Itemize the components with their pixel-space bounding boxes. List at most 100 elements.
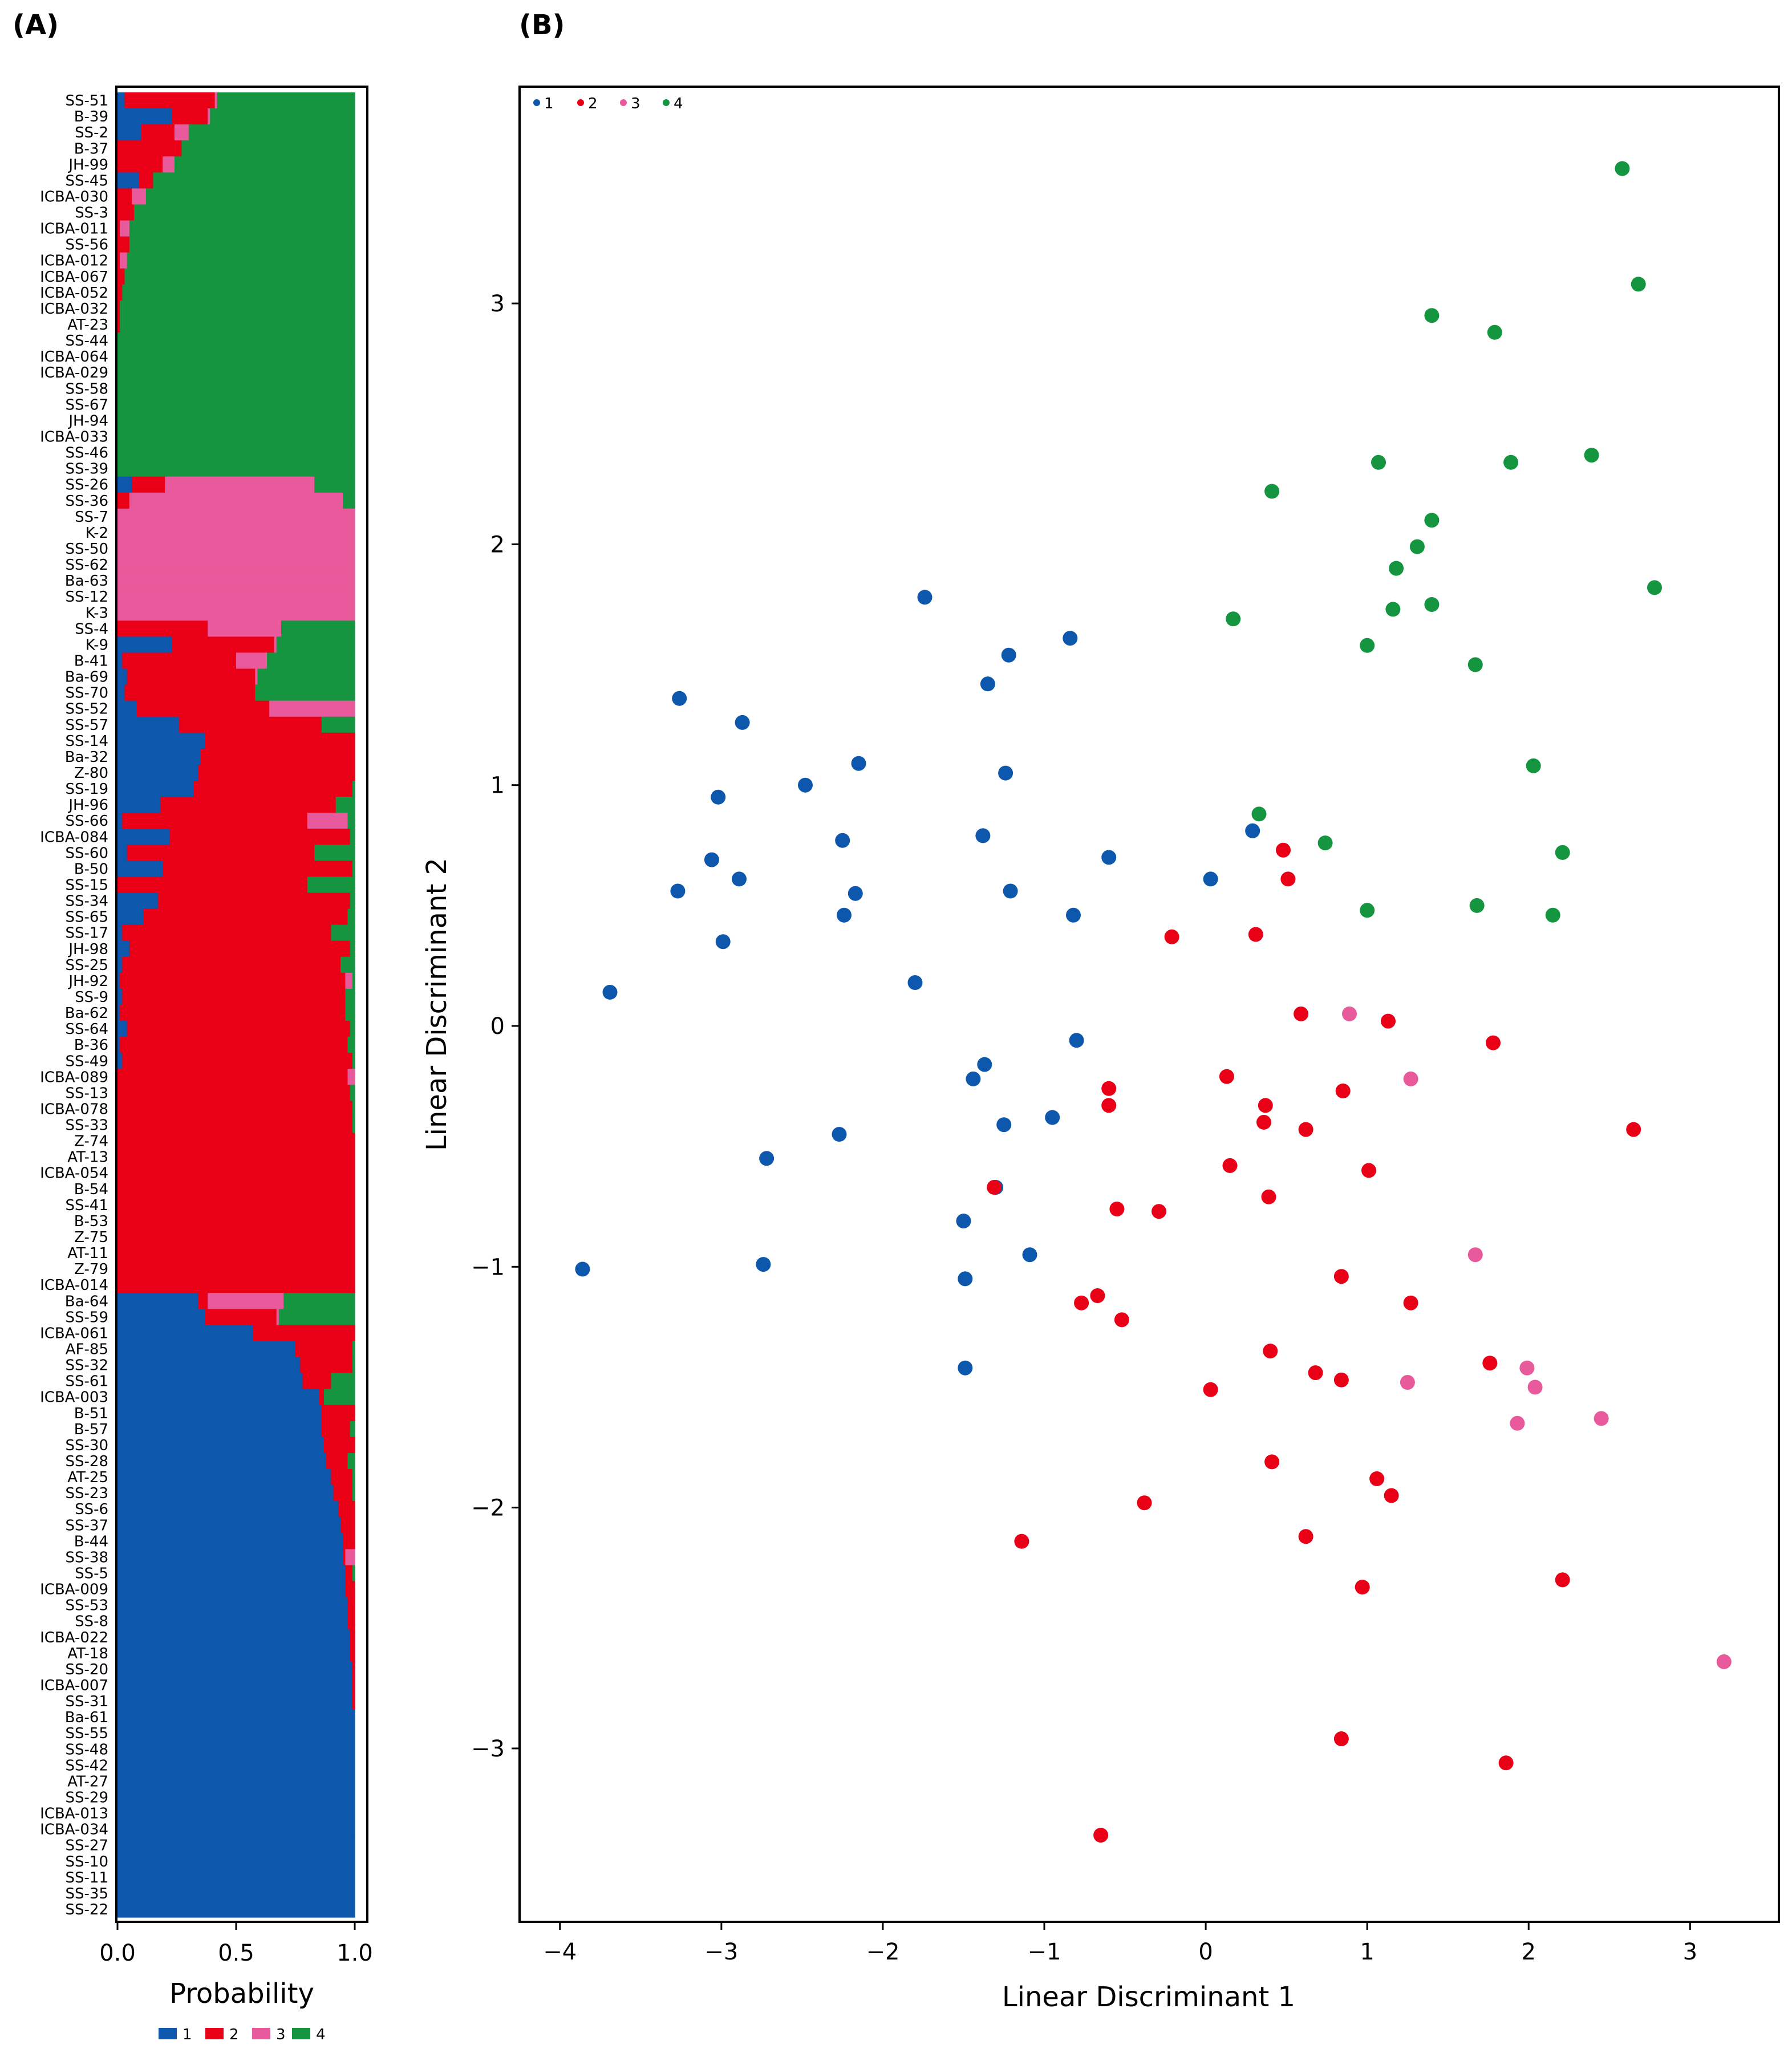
sample-label: Z-80	[74, 765, 108, 782]
x-tick-label: −1	[1028, 1939, 1061, 1965]
legend-swatch	[252, 2028, 270, 2039]
bar-segment-2	[198, 764, 355, 781]
legend-label: 2	[229, 2026, 239, 2043]
bar-segment-1	[117, 1821, 355, 1838]
point-group-2	[1369, 1471, 1385, 1486]
sample-label: SS-45	[66, 172, 108, 189]
bar-segment-2	[205, 1309, 277, 1325]
sample-label: AT-11	[67, 1245, 108, 1262]
bar-segment-2	[129, 940, 351, 958]
bar-segment-1	[117, 972, 120, 989]
bar-segment-3	[347, 1069, 355, 1085]
legend-swatch	[205, 2028, 224, 2039]
bar-segment-4	[122, 284, 355, 301]
sample-label: SS-9	[75, 989, 108, 1006]
bar-segment-4	[350, 1021, 355, 1037]
bar-segment-1	[117, 1021, 128, 1037]
bar-segment-1	[117, 124, 142, 141]
bar-segment-1	[117, 861, 163, 878]
bar-segment-2	[345, 1581, 355, 1598]
sample-label: B-36	[74, 1037, 108, 1054]
bar-segment-2	[343, 1533, 355, 1549]
bar-segment-2	[117, 1133, 355, 1150]
bar-segment-2	[253, 1325, 355, 1342]
bar-segment-4	[352, 1101, 355, 1118]
point-group-2	[1109, 1202, 1125, 1216]
point-group-1	[704, 852, 719, 867]
point-group-1	[1022, 1247, 1037, 1263]
bar-segment-4	[340, 956, 355, 973]
sample-label: SS-65	[66, 909, 108, 926]
legend-swatch	[292, 2028, 310, 2039]
bar-segment-4	[117, 364, 355, 381]
bar-segment-1	[117, 1533, 343, 1549]
sample-label: SS-36	[66, 493, 108, 510]
bar-segment-2	[122, 924, 331, 942]
bar-segment-2	[347, 1613, 355, 1630]
point-group-2	[1248, 927, 1263, 942]
point-group-4	[1469, 898, 1485, 913]
bar-segment-2	[350, 1645, 355, 1662]
point-group-2	[1164, 929, 1179, 944]
sample-label: Ba-32	[65, 749, 108, 766]
bar-segment-1	[117, 1725, 355, 1742]
bar-segment-4	[350, 940, 355, 958]
bar-segment-4	[352, 1357, 355, 1374]
x-tick-label: 0.0	[99, 1940, 136, 1966]
sample-label: SS-51	[66, 92, 108, 109]
bar-segment-2	[302, 1373, 331, 1390]
bar-segment-3	[174, 124, 189, 141]
point-group-2	[1152, 1204, 1166, 1219]
bar-segment-2	[127, 845, 315, 861]
bar-segment-1	[117, 1789, 355, 1806]
bar-segment-1	[117, 1341, 296, 1358]
bar-segment-2	[169, 829, 351, 845]
point-group-1	[980, 676, 995, 692]
point-group-1	[996, 1117, 1012, 1133]
point-group-1	[670, 883, 686, 899]
sample-label: SS-55	[66, 1725, 108, 1742]
sample-label: B-51	[74, 1405, 108, 1422]
bar-segment-3	[117, 573, 355, 589]
bar-segment-3	[129, 492, 343, 509]
bar-segment-2	[117, 252, 120, 269]
bar-segment-1	[117, 1517, 341, 1533]
sample-label: ICBA-013	[40, 1806, 108, 1823]
y-axis-title-b: Linear Discriminant 2	[421, 858, 453, 1151]
bar-segment-2	[295, 1341, 353, 1358]
lda-scatter-plot: −4 −3 −2 −1 0 1 2 3 −3 −2 −1 0 1 2 3 Linear Discrimin…	[421, 86, 1780, 2013]
bar-segment-1	[117, 1469, 331, 1486]
bar-segment-4	[278, 1309, 355, 1325]
x-tick-label: 0.5	[218, 1940, 254, 1966]
bar-segment-3	[345, 1549, 355, 1566]
sample-label: Ba-61	[65, 1709, 108, 1726]
point-group-2	[1298, 1529, 1313, 1544]
bar-segment-1	[117, 781, 194, 797]
bar-segment-1	[117, 1053, 123, 1069]
point-group-2	[1101, 1081, 1117, 1096]
x-ticks-a: 0.0 0.5 1.0	[99, 1922, 373, 1966]
bar-segment-3	[208, 620, 282, 637]
bar-segment-4	[335, 797, 355, 813]
bar-segment-1	[117, 1453, 327, 1470]
bar-segment-3	[276, 1309, 279, 1325]
bar-segment-1	[117, 108, 173, 125]
sample-label: SS-8	[75, 1613, 108, 1630]
sample-label: Ba-63	[65, 573, 108, 590]
point-group-3	[1519, 1360, 1535, 1376]
bar-segment-2	[117, 1165, 355, 1182]
sample-label: SS-70	[66, 685, 108, 702]
point-group-1	[711, 789, 726, 805]
sample-label: SS-23	[66, 1485, 108, 1502]
sample-label: SS-7	[75, 509, 108, 526]
bar-segment-1	[117, 1549, 343, 1566]
sample-label: SS-66	[66, 813, 108, 830]
legend-label: 4	[316, 2026, 326, 2043]
y-tick-label: −3	[471, 1736, 505, 1762]
sample-label: JH-96	[67, 797, 108, 814]
bar-segment-2	[321, 1405, 355, 1422]
point-group-2	[1308, 1365, 1323, 1381]
point-group-1	[735, 715, 750, 730]
sample-label: SS-42	[66, 1757, 108, 1774]
bar-segment-4	[188, 124, 355, 141]
